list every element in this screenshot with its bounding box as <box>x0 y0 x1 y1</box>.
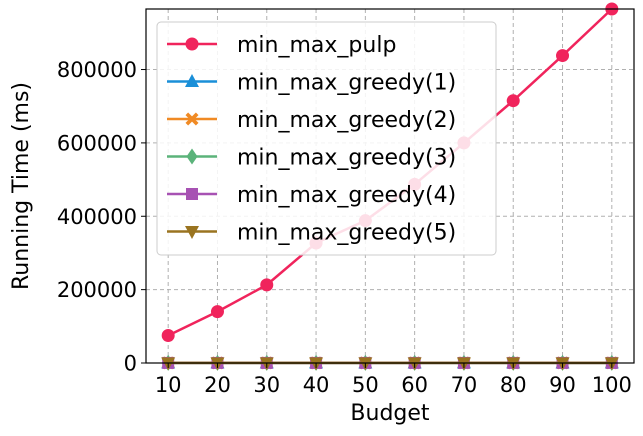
x-tick-label: 90 <box>549 373 576 397</box>
y-tick-label: 600000 <box>57 131 137 155</box>
legend-entry: min_max_greedy(2) <box>167 108 456 133</box>
legend-label: min_max_greedy(5) <box>237 221 456 246</box>
x-tick-label: 100 <box>592 373 632 397</box>
data-point <box>506 94 520 108</box>
data-point <box>210 305 224 319</box>
y-axis-label: Running Time (ms) <box>9 82 34 290</box>
y-tick-label: 200000 <box>57 278 137 302</box>
legend-label: min_max_greedy(3) <box>237 146 456 171</box>
x-tick-label: 10 <box>155 373 182 397</box>
legend-label: min_max_greedy(1) <box>237 71 456 96</box>
legend: min_max_pulp min_max_greedy(1) min_max_gre… <box>156 21 497 256</box>
legend-label: min_max_greedy(2) <box>237 108 456 133</box>
x-tick-label: 20 <box>204 373 231 397</box>
y-axis: 0 200000 400000 600000 800000 <box>57 58 146 376</box>
x-tick-label: 80 <box>500 373 527 397</box>
data-point <box>260 278 274 292</box>
legend-entry: min_max_pulp <box>167 33 396 58</box>
x-axis-label: Budget <box>350 401 430 426</box>
legend-entry: min_max_greedy(3) <box>167 146 456 171</box>
legend-box <box>156 21 497 256</box>
plot-frame <box>145 8 635 364</box>
x-axis: 10 20 30 40 50 60 70 80 90 100 <box>155 363 632 397</box>
legend-marker <box>186 188 198 200</box>
y-tick-label: 800000 <box>57 58 137 82</box>
x-tick-label: 40 <box>303 373 330 397</box>
data-point <box>556 49 570 63</box>
legend-marker <box>185 37 199 51</box>
legend-marker <box>185 74 199 87</box>
legend-marker <box>185 226 199 239</box>
legend-entry: min_max_greedy(5) <box>167 221 456 246</box>
legend-label: min_max_pulp <box>237 33 396 58</box>
legend-entry: min_max_greedy(4) <box>167 183 456 208</box>
x-tick-label: 70 <box>451 373 478 397</box>
x-tick-label: 30 <box>253 373 280 397</box>
x-tick-label: 60 <box>401 373 428 397</box>
legend-entry: min_max_greedy(1) <box>167 71 456 96</box>
data-point <box>161 328 175 342</box>
legend-marker <box>185 112 199 126</box>
y-tick-label: 0 <box>124 352 137 376</box>
x-tick-label: 50 <box>352 373 379 397</box>
series-min_max_greedy(5) <box>161 357 619 371</box>
y-tick-label: 400000 <box>57 205 137 229</box>
legend-marker <box>186 148 198 165</box>
legend-label: min_max_greedy(4) <box>237 183 456 208</box>
